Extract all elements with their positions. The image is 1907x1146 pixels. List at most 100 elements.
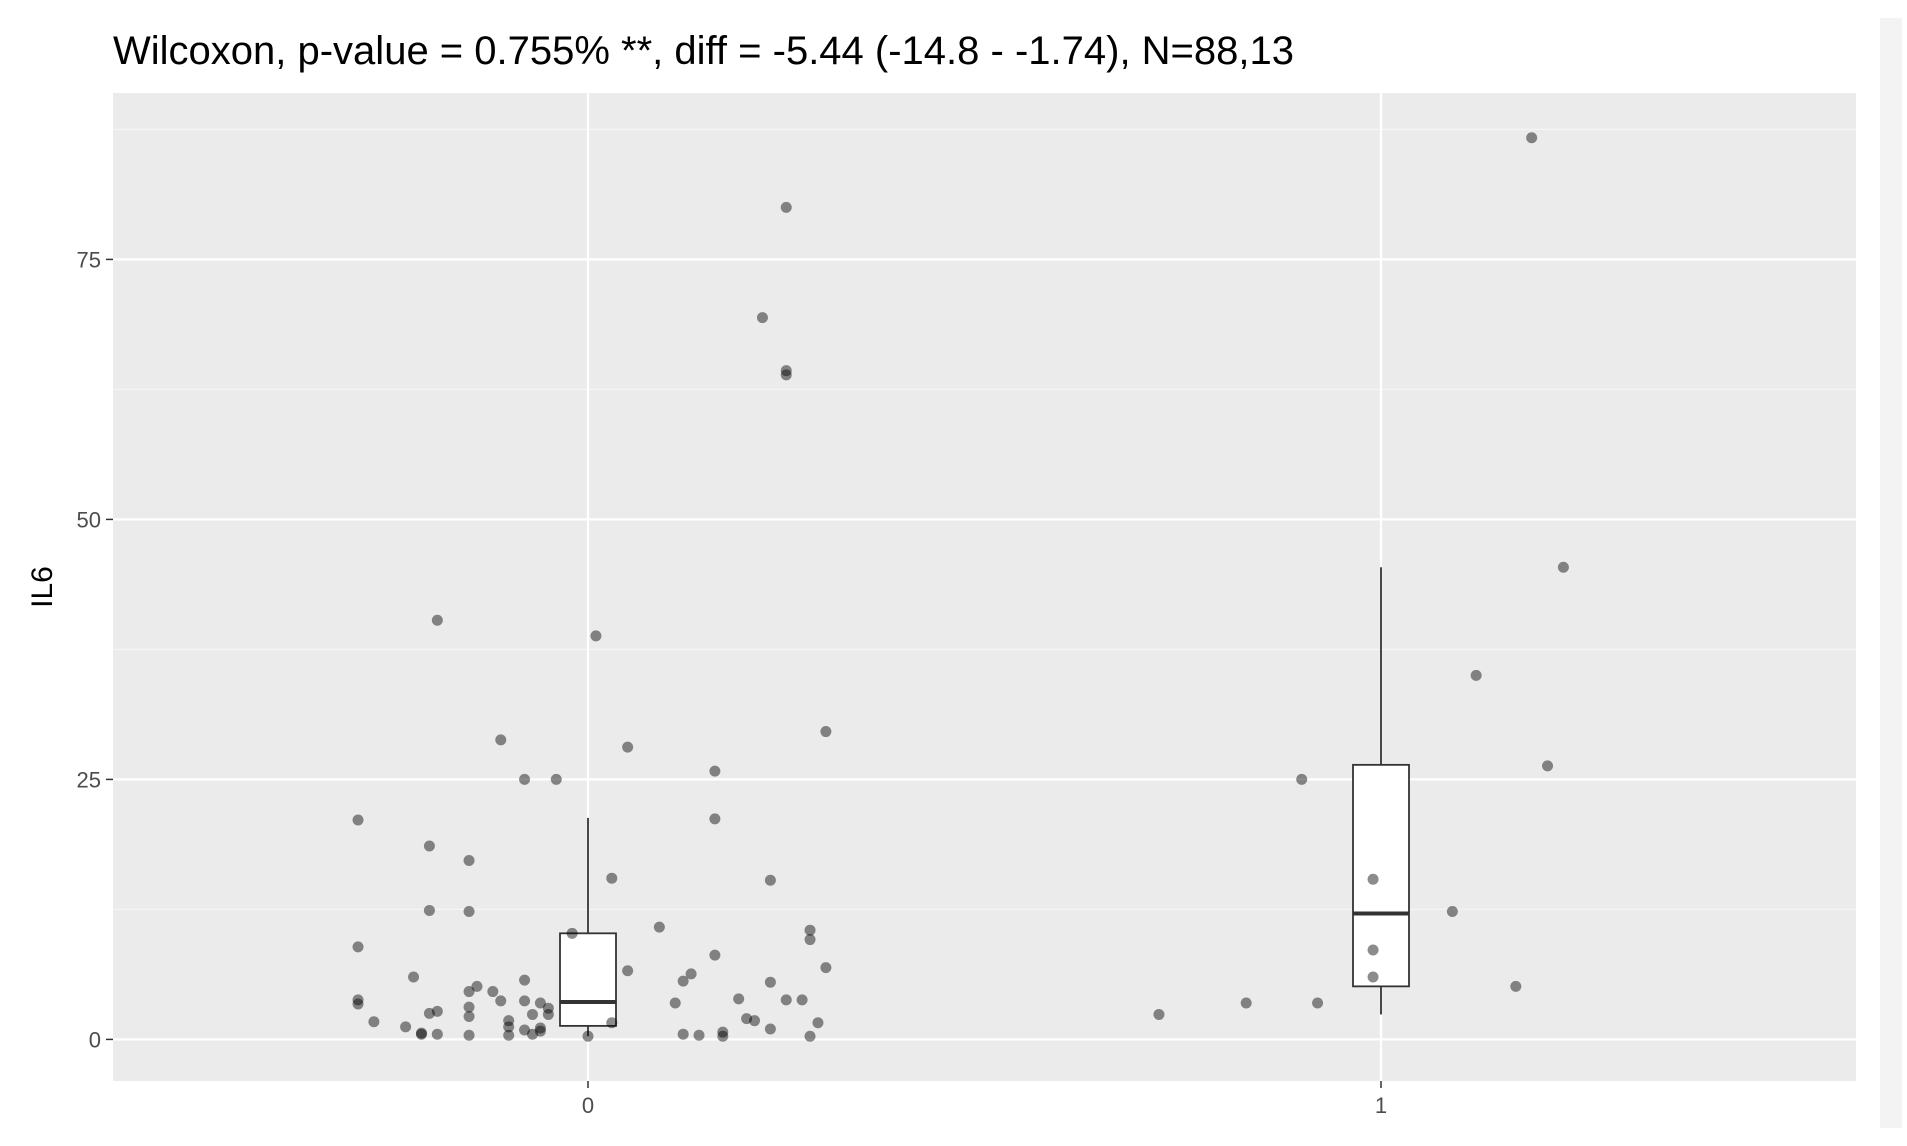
data-point [756, 312, 768, 324]
data-point [352, 941, 364, 953]
data-point [653, 921, 665, 933]
data-point [503, 1021, 515, 1033]
y-tick-label: 25 [77, 767, 101, 792]
data-point [408, 971, 420, 983]
data-point [669, 997, 681, 1009]
data-point [796, 994, 808, 1006]
data-point [415, 1028, 427, 1040]
data-point [519, 773, 531, 785]
data-point [812, 1017, 824, 1029]
data-point [368, 1016, 380, 1028]
data-point [582, 1030, 594, 1042]
data-point [780, 369, 792, 381]
data-point [542, 1008, 554, 1020]
data-point [519, 1024, 531, 1036]
data-point [780, 994, 792, 1006]
data-point [1367, 873, 1379, 885]
data-point [431, 614, 443, 626]
boxplots [559, 567, 1410, 1037]
data-point [717, 1030, 729, 1042]
box-iqr [1352, 763, 1410, 988]
data-point [534, 1025, 546, 1037]
minor-gridlines [113, 128, 1856, 911]
data-point [352, 994, 364, 1006]
data-point [487, 986, 499, 998]
data-point [431, 1005, 443, 1017]
data-point [495, 995, 507, 1007]
data-point [463, 986, 475, 998]
data-point [423, 904, 435, 916]
data-point [709, 765, 721, 777]
data-point [804, 1030, 816, 1042]
boxplot-0 [559, 817, 617, 1037]
data-point [463, 1029, 475, 1041]
data-point [820, 726, 832, 738]
data-point [764, 976, 776, 988]
data-point [693, 1029, 705, 1041]
data-point [780, 365, 792, 377]
data-point [741, 1013, 753, 1025]
data-point [526, 1008, 538, 1020]
data-point [764, 1023, 776, 1035]
data-point [709, 813, 721, 825]
data-point [503, 1029, 515, 1041]
data-point [400, 1021, 412, 1033]
data-point [820, 962, 832, 974]
data-point [1446, 905, 1458, 917]
data-point [717, 1026, 729, 1038]
data-point [542, 1002, 554, 1014]
data-point [606, 1017, 618, 1029]
data-point [1367, 944, 1379, 956]
data-point [1557, 561, 1569, 573]
data-point [566, 927, 578, 939]
data-point [677, 975, 689, 987]
data-point [733, 993, 745, 1005]
data-point [1312, 997, 1324, 1009]
data-point [1526, 132, 1538, 144]
data-point [534, 1022, 546, 1034]
data-point [463, 905, 475, 917]
data-point [709, 949, 721, 961]
data-point [1542, 760, 1554, 772]
x-tick-label: 1 [1375, 1093, 1387, 1118]
data-point [495, 734, 507, 746]
y-tick-label: 50 [77, 507, 101, 532]
jitter-points [352, 132, 1569, 1042]
data-point [764, 874, 776, 886]
data-point [463, 855, 475, 867]
x-tick-label: 0 [582, 1093, 594, 1118]
data-point [1296, 773, 1308, 785]
data-point [503, 1015, 515, 1027]
data-point [431, 1028, 443, 1040]
chart-title: Wilcoxon, p-value = 0.755% **, diff = -5… [113, 29, 1294, 73]
data-point [423, 1007, 435, 1019]
right-edge-strip [1880, 18, 1902, 1128]
boxplot-1 [1352, 567, 1410, 1015]
data-point [534, 997, 546, 1009]
data-point [1470, 669, 1482, 681]
data-point [804, 924, 816, 936]
y-axis-title: IL6 [26, 566, 59, 608]
data-point [519, 995, 531, 1007]
data-point [423, 840, 435, 852]
data-point [780, 201, 792, 213]
data-point [471, 980, 483, 992]
data-point [804, 934, 816, 946]
data-point [749, 1015, 761, 1027]
data-point [352, 814, 364, 826]
data-point [685, 968, 697, 980]
y-tick-label: 75 [77, 247, 101, 272]
plot-panel [113, 93, 1856, 1081]
data-point [606, 872, 618, 884]
data-point [622, 965, 634, 977]
data-point [1367, 971, 1379, 983]
data-point [622, 741, 634, 753]
data-point [352, 998, 364, 1010]
data-point [677, 1028, 689, 1040]
data-point [463, 1001, 475, 1013]
data-point [1153, 1008, 1165, 1020]
data-point [1240, 997, 1252, 1009]
